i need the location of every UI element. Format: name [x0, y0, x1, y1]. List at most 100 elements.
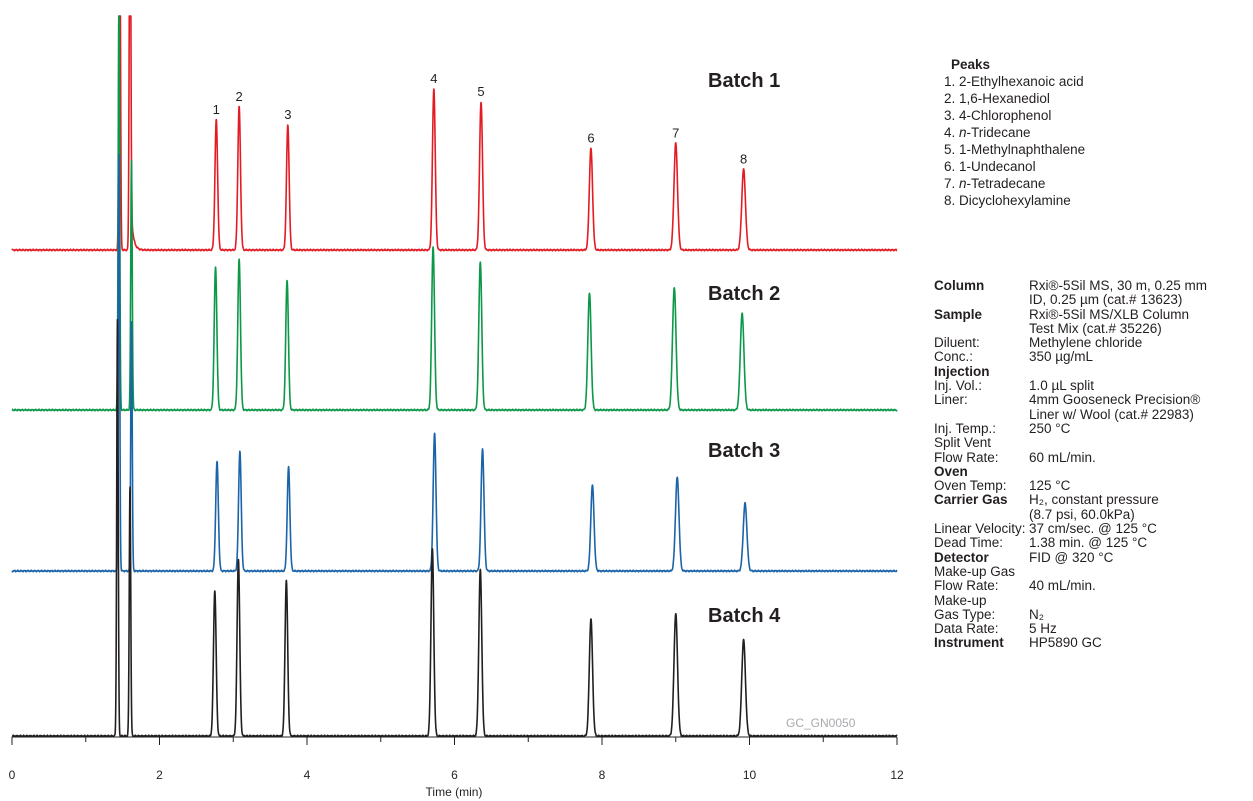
legend-item: 6. 1-Undecanol	[944, 159, 1036, 174]
condition-value: 1.38 min. @ 125 °C	[1029, 535, 1148, 551]
batch-label-2: Batch 2	[708, 283, 780, 305]
x-tick-label: 8	[599, 768, 606, 782]
condition-value: 60 mL/min.	[1029, 449, 1096, 465]
trace-batch-4	[11, 318, 898, 738]
condition-row: Dead Time: 1.38 min. @ 125 °C	[934, 535, 1207, 551]
condition-key: Inj. Vol.:	[934, 378, 983, 394]
condition-row: Instrument HP5890 GC	[934, 635, 1207, 651]
legend-item: 3. 4-Chlorophenol	[944, 108, 1052, 123]
condition-key: Oven Temp:	[934, 478, 1007, 494]
legend-item: 5. 1-Methylnaphthalene	[944, 142, 1086, 157]
x-axis: 0 2 4 6 8 10 12 Time (min)	[9, 736, 904, 799]
condition-row: Linear Velocity: 37 cm/sec. @ 125 °C	[934, 521, 1207, 537]
x-tick-label: 6	[451, 768, 458, 782]
condition-value: 4mm Gooseneck Precision® Liner w/ Wool (…	[1029, 392, 1201, 422]
condition-key: Make-up	[934, 592, 987, 608]
peak-number-6: 6	[587, 131, 594, 146]
peak-number-2: 2	[236, 89, 243, 104]
peak-number-3: 3	[284, 107, 291, 122]
condition-key: Diluent:	[934, 335, 980, 351]
legend-title: Peaks	[951, 57, 991, 72]
legend-list: 1. 2-Ethylhexanoic acid 2. 1,6-Hexanediol…	[944, 73, 1085, 209]
condition-row: Split Vent	[934, 435, 1207, 451]
x-tick-label: 12	[890, 768, 904, 782]
condition-key: Inj. Temp.:	[934, 420, 997, 436]
condition-value: Rxi®-5Sil MS/XLB Column Test Mix (cat.# …	[1029, 306, 1189, 336]
legend-item: 8. Dicyclohexylamine	[944, 193, 1071, 208]
condition-key: Instrument	[934, 635, 1004, 651]
condition-key: Make-up Gas	[934, 563, 1016, 579]
condition-row: Make-up Gas	[934, 563, 1207, 579]
x-axis-ticks: 0 2 4 6 8 10 12	[9, 737, 904, 782]
condition-row: Injection	[934, 363, 1207, 379]
peak-number-4: 4	[430, 71, 437, 86]
condition-value: 40 mL/min.	[1029, 578, 1096, 594]
condition-value: HP5890 GC	[1029, 635, 1102, 651]
condition-key: Detector	[934, 549, 989, 565]
condition-value: 37 cm/sec. @ 125 °C	[1029, 521, 1157, 537]
condition-key: Oven	[934, 463, 968, 479]
batch-label-1: Batch 1	[708, 70, 780, 92]
condition-row: Gas Type: N₂	[934, 606, 1207, 622]
condition-row: Liner: 4mm Gooseneck Precision® Liner w/ …	[934, 393, 1207, 422]
condition-value: 125 °C	[1029, 478, 1071, 494]
legend-item: 4. n-Tridecane	[944, 125, 1031, 140]
condition-value: Rxi®-5Sil MS, 30 m, 0.25 mm ID, 0.25 µm …	[1029, 278, 1207, 308]
x-tick-label: 0	[9, 768, 16, 782]
gc-conditions: Column Rxi®-5Sil MS, 30 m, 0.25 mm ID, 0.…	[934, 278, 1207, 651]
peak-number-labels: 1 2 3 4 5 6 7 8	[213, 71, 748, 167]
condition-row: Inj. Vol.: 1.0 µL split	[934, 378, 1207, 394]
peak-number-7: 7	[672, 125, 679, 140]
condition-key: Flow Rate:	[934, 578, 999, 594]
condition-row: Detector FID @ 320 °C	[934, 549, 1207, 565]
condition-value: N₂	[1029, 606, 1044, 622]
condition-key: Flow Rate:	[934, 449, 999, 465]
legend-item: 1. 2-Ethylhexanoic acid	[944, 74, 1084, 89]
condition-key: Sample	[934, 306, 983, 322]
trace-batch-2	[11, 15, 898, 412]
condition-value: 5 Hz	[1029, 621, 1057, 637]
condition-key: Conc.:	[934, 349, 974, 365]
legend-item: 7. n-Tetradecane	[944, 176, 1046, 191]
condition-key: Dead Time:	[934, 535, 1004, 551]
condition-value: Methylene chloride	[1029, 335, 1143, 351]
x-axis-title: Time (min)	[426, 785, 483, 799]
condition-row: Sample Rxi®-5Sil MS/XLB Column Test Mix (…	[934, 306, 1207, 337]
condition-key: Split Vent	[934, 435, 992, 451]
peaks-legend: Peaks 1. 2-Ethylhexanoic acid 2. 1,6-Hexa…	[944, 56, 1085, 209]
condition-key: Gas Type:	[934, 606, 996, 622]
condition-row: Inj. Temp.: 250 °C	[934, 420, 1207, 436]
condition-row: Data Rate: 5 Hz	[934, 621, 1207, 637]
condition-row: Flow Rate: 60 mL/min.	[934, 449, 1207, 465]
condition-row: Conc.: 350 µg/mL	[934, 349, 1207, 365]
trace-batch-3	[11, 153, 898, 573]
batch-label-3: Batch 3	[708, 440, 780, 462]
condition-row: Flow Rate: 40 mL/min.	[934, 578, 1207, 594]
peak-number-5: 5	[477, 84, 484, 99]
condition-value: H₂, constant pressure (8.7 psi, 60.0kPa)	[1029, 492, 1159, 522]
condition-row: Column Rxi®-5Sil MS, 30 m, 0.25 mm ID, 0.…	[934, 278, 1207, 308]
condition-value: FID @ 320 °C	[1029, 549, 1114, 565]
trace-batch-1	[11, 15, 898, 252]
chromatogram-traces	[11, 15, 898, 738]
condition-key: Injection	[934, 363, 990, 379]
condition-row: Make-up	[934, 592, 1207, 608]
batch-labels: Batch 1 Batch 2 Batch 3 Batch 4	[708, 70, 781, 627]
condition-key: Liner:	[934, 392, 968, 408]
condition-key: Linear Velocity:	[934, 521, 1026, 537]
condition-value: 1.0 µL split	[1029, 378, 1095, 394]
condition-key: Column	[934, 278, 985, 293]
x-tick-label: 4	[304, 768, 311, 782]
x-tick-label: 2	[156, 768, 163, 782]
condition-row: Oven Temp: 125 °C	[934, 478, 1207, 494]
condition-row: Oven	[934, 463, 1207, 479]
peak-number-1: 1	[213, 102, 220, 117]
condition-value: 250 °C	[1029, 420, 1071, 436]
condition-key: Data Rate:	[934, 621, 999, 637]
legend-item: 2. 1,6-Hexanediol	[944, 91, 1050, 106]
batch-label-4: Batch 4	[708, 605, 781, 627]
peak-number-8: 8	[740, 151, 747, 166]
condition-row: Carrier Gas H₂, constant pressure (8.7 ps…	[934, 493, 1207, 522]
watermark-label: GC_GN0050	[786, 716, 856, 730]
